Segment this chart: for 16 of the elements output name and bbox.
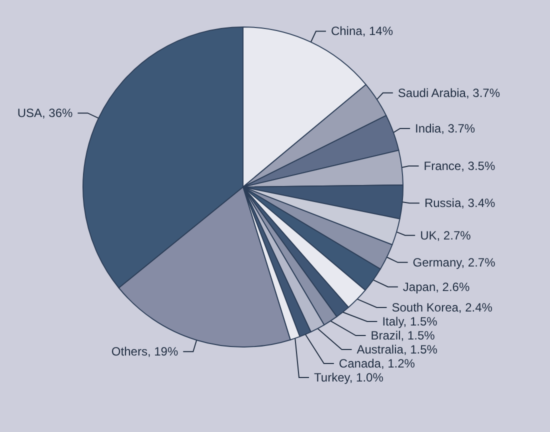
slice-label: Canada, 1.2% <box>338 356 416 371</box>
slice-label: Germany, 2.7% <box>412 255 496 270</box>
slice-label: Turkey, 1.0% <box>314 370 384 385</box>
slice-label: UK, 2.7% <box>420 228 472 242</box>
slice-label: France, 3.5% <box>424 159 496 174</box>
slice-label: Italy, 1.5% <box>382 314 438 329</box>
slice-label: India, 3.7% <box>415 121 476 136</box>
slice-label: Others, 19% <box>111 344 178 359</box>
slice-label: China, 14% <box>330 24 394 38</box>
slice-label: Japan, 2.6% <box>402 280 470 294</box>
slice-label: South Korea, 2.4% <box>392 300 493 314</box>
slice-label: Australia, 1.5% <box>356 342 438 357</box>
slice-label: Russia, 3.4% <box>424 196 496 210</box>
slice-label: Brazil, 1.5% <box>370 328 436 343</box>
slice-label: USA, 36% <box>17 106 74 120</box>
slice-label: Saudi Arabia, 3.7% <box>398 86 500 100</box>
